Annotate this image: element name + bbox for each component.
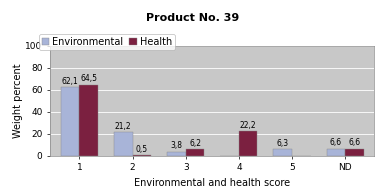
Text: 6,2: 6,2 (189, 139, 201, 148)
Text: 6,6: 6,6 (330, 138, 342, 147)
Text: Product No. 39: Product No. 39 (146, 13, 240, 23)
Bar (132, 155, 151, 156)
Y-axis label: Weight percent: Weight percent (12, 63, 22, 138)
Text: 62,1: 62,1 (62, 77, 78, 86)
X-axis label: Environmental and health score: Environmental and health score (134, 178, 290, 188)
Bar (273, 149, 292, 156)
Bar (61, 87, 80, 156)
Bar (345, 149, 364, 156)
Text: 0,5: 0,5 (136, 145, 148, 154)
Bar (239, 131, 257, 156)
Text: 6,3: 6,3 (277, 139, 289, 147)
Text: 6,6: 6,6 (349, 138, 361, 147)
Bar (114, 132, 132, 156)
Text: 3,8: 3,8 (171, 141, 183, 150)
Bar (327, 149, 345, 156)
Text: 21,2: 21,2 (115, 122, 132, 131)
Text: 64,5: 64,5 (80, 74, 97, 83)
Legend: Environmental, Health: Environmental, Health (39, 34, 175, 50)
Bar (80, 85, 98, 156)
Bar (186, 149, 204, 156)
Bar (167, 152, 186, 156)
Text: 22,2: 22,2 (240, 121, 256, 130)
